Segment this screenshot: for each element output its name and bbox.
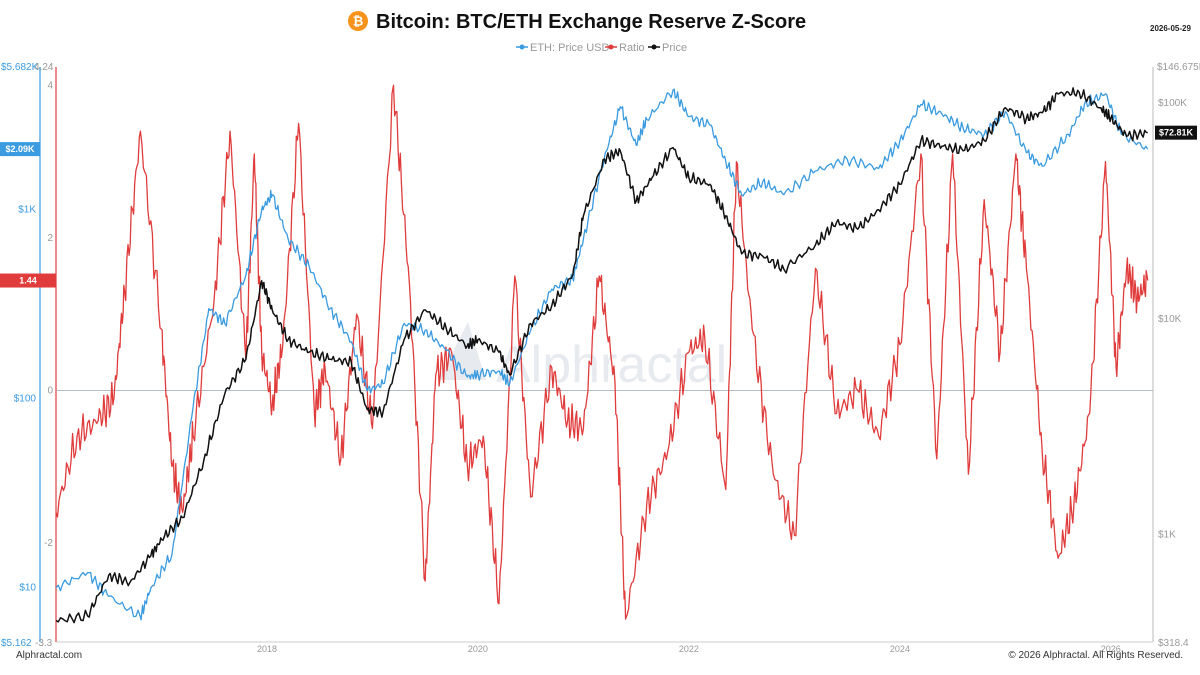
eth-axis-tick-label: $1K bbox=[18, 205, 36, 216]
price-current-badge-label: $72.81K bbox=[1159, 128, 1194, 138]
price-current-badge: $72.81K bbox=[1155, 125, 1197, 140]
price-axis-max-label: $146.675K bbox=[1157, 62, 1200, 73]
legend-item-eth[interactable]: ETH: Price USD bbox=[516, 42, 610, 54]
btc-price-series-line bbox=[55, 87, 1148, 624]
eth-axis-max-label: $5.682K bbox=[1, 62, 39, 73]
eth-axis-min-label: $5.162 bbox=[1, 638, 32, 649]
eth-current-badge: $2.09K bbox=[0, 142, 40, 157]
legend-label-price: Price bbox=[662, 42, 687, 54]
chart-title: Bitcoin: BTC/ETH Exchange Reserve Z-Scor… bbox=[376, 11, 806, 33]
ratio-axis-min-label: -3.3 bbox=[35, 638, 53, 649]
watermark: Alphractal bbox=[438, 322, 727, 394]
eth-current-badge-label: $2.09K bbox=[5, 144, 35, 154]
legend-dot-icon bbox=[651, 44, 657, 50]
price-axis-tick-label: $1K bbox=[1158, 530, 1176, 541]
footer-site: Alphractal.com bbox=[16, 650, 82, 661]
chart-header: ₿ Bitcoin: BTC/ETH Exchange Reserve Z-Sc… bbox=[348, 11, 1191, 33]
ratio-current-badge: 1.44 bbox=[0, 273, 56, 288]
legend-label-ratio: Ratio bbox=[619, 42, 645, 54]
ratio-axis-tick-label: 2 bbox=[47, 233, 53, 244]
footer-copyright: © 2026 Alphractal. All Rights Reserved. bbox=[1008, 650, 1183, 661]
legend-item-ratio[interactable]: Ratio bbox=[605, 42, 645, 54]
legend-item-price[interactable]: Price bbox=[648, 42, 687, 54]
price-axis-min-label: $318.4 bbox=[1158, 638, 1189, 649]
legend[interactable]: ETH: Price USD Ratio Price bbox=[516, 42, 687, 54]
eth-axis-tick-label: $100 bbox=[14, 394, 37, 405]
x-tick-label: 2024 bbox=[890, 644, 910, 654]
ticks-layer: 2018 2020 2022 2024 2026 $10 $100 $1K $5.682K $5.… bbox=[1, 62, 1200, 654]
ratio-axis-tick-label: 0 bbox=[47, 385, 53, 396]
x-tick-label: 2020 bbox=[468, 644, 488, 654]
chart-date: 2026-05-29 bbox=[1150, 24, 1191, 33]
x-tick-label: 2022 bbox=[679, 644, 699, 654]
bitcoin-icon bbox=[348, 11, 368, 31]
alphractal-logo-icon bbox=[438, 322, 486, 380]
price-axis-tick-label: $100K bbox=[1158, 98, 1187, 109]
price-axis-tick-label: $10K bbox=[1158, 314, 1182, 325]
ratio-axis-max-label: 4.24 bbox=[34, 62, 54, 73]
ratio-series-line bbox=[55, 84, 1149, 620]
bitcoin-icon-glyph: ₿ bbox=[353, 14, 364, 29]
ratio-axis-tick-label: 4 bbox=[47, 80, 53, 91]
x-tick-label: 2018 bbox=[257, 644, 277, 654]
ratio-axis-tick-label: -2 bbox=[44, 538, 53, 549]
series-layer bbox=[55, 84, 1149, 624]
eth-price-series-line bbox=[55, 88, 1149, 621]
legend-label-eth: ETH: Price USD bbox=[530, 42, 610, 54]
x-tick-label: 2026 bbox=[1101, 644, 1121, 654]
ratio-current-badge-label: 1.44 bbox=[19, 276, 37, 286]
legend-dot-icon bbox=[519, 44, 525, 50]
legend-dot-icon bbox=[608, 44, 614, 50]
eth-axis-tick-label: $10 bbox=[19, 583, 36, 594]
badge-layer: $2.09K 1.44 $72.81K bbox=[0, 125, 1197, 288]
